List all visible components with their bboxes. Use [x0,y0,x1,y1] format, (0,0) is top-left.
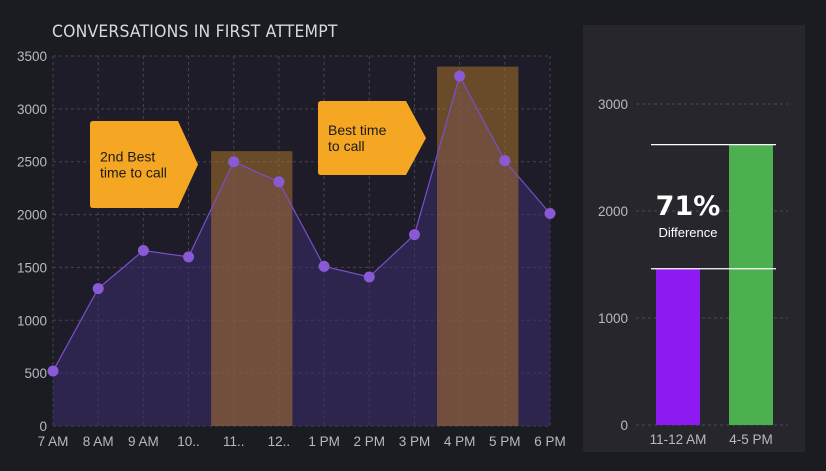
difference-value: 71% [656,191,721,222]
callout-text: time to call [100,165,167,181]
callout-text: Best time [328,122,387,138]
y-tick-label: 0 [39,419,47,434]
y-tick-label: 1000 [17,313,47,328]
highlight-band [211,151,293,426]
data-point [318,260,330,272]
x-tick-label: 4-5 PM [729,432,773,447]
data-point [499,155,511,167]
y-tick-label: 2500 [17,155,47,170]
x-tick-label: 2 PM [354,434,386,449]
y-tick-label: 3000 [17,102,47,117]
difference-label: Difference [658,225,717,240]
highlight-band [437,66,519,427]
callout-arrow [318,101,426,175]
comparison-panel: 0 1000 2000 3000 11-12 AM 4-5 PM 71% Difference [583,25,805,452]
x-tick-label: 11-12 AM [650,432,707,447]
data-point [183,251,195,263]
comparison-bar-chart: 0 1000 2000 3000 11-12 AM 4-5 PM 71% Difference [598,97,788,447]
y-tick-label: 1500 [17,260,47,275]
x-tick-label: 11.. [223,434,245,449]
x-tick-label: 6 PM [534,434,566,449]
x-tick-label: 1 PM [308,434,340,449]
bar [656,268,700,425]
x-tick-label: 3 PM [399,434,431,449]
x-tick-label: 10.. [177,434,200,449]
x-tick-label: 5 PM [489,434,521,449]
callout-text: 2nd Best [100,149,155,165]
callout-text: to call [328,138,365,154]
series-area [53,76,550,426]
data-point [228,156,240,168]
y-tick-label: 2000 [17,208,47,223]
x-tick-label: 8 AM [83,434,114,449]
data-point [137,245,149,257]
y-tick-label: 2000 [598,204,628,219]
x-tick-label: 7 AM [38,434,69,449]
series-line [52,74,551,372]
y-tick-label: 3500 [17,49,47,64]
y-tick-label: 0 [620,418,628,433]
callout-arrow [90,121,198,208]
data-point [544,208,556,220]
data-point [47,365,59,377]
data-point [454,70,466,82]
x-tick-label: 12.. [268,434,291,449]
data-point [273,176,285,188]
chart-title: CONVERSATIONS IN FIRST ATTEMPT [52,22,338,42]
x-tick-label: 4 PM [444,434,476,449]
data-point [92,283,104,295]
area-chart: 0 500 1000 1500 2000 2500 3000 3500 7 AM 8 AM 9 AM… [17,49,566,449]
x-tick-label: 9 AM [128,434,159,449]
y-tick-label: 1000 [598,311,628,326]
data-point [363,271,375,283]
y-tick-label: 500 [24,366,47,381]
data-point [408,229,420,241]
bar [729,144,773,425]
y-tick-label: 3000 [598,97,628,112]
